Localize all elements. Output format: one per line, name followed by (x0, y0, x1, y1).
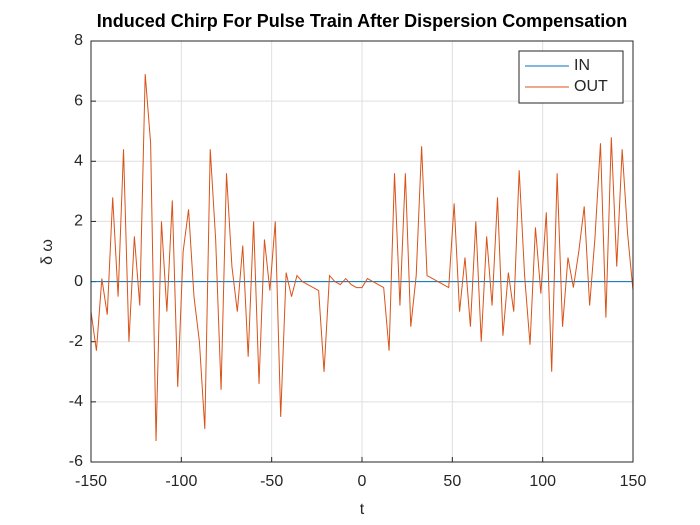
y-tick-label: 4 (74, 153, 83, 170)
legend-label: OUT (574, 78, 608, 95)
x-tick-label: 150 (620, 473, 647, 490)
y-tick-label: 0 (74, 273, 83, 290)
chart-title: Induced Chirp For Pulse Train After Disp… (97, 11, 627, 31)
series-line (90, 74, 634, 441)
x-axis-label: t (360, 501, 365, 518)
x-tick-label: -100 (165, 473, 197, 490)
x-tick-label: 0 (358, 473, 367, 490)
y-tick-label: -6 (69, 453, 83, 470)
x-tick-label: -150 (75, 473, 107, 490)
y-tick-label: 6 (74, 92, 83, 109)
y-axis-label: δ ω (39, 239, 56, 265)
y-tick-label: -2 (69, 333, 83, 350)
legend: IN OUT (518, 50, 624, 104)
y-tick-label: -4 (69, 393, 83, 410)
x-tick-label: 50 (443, 473, 461, 490)
x-tick-label: 100 (529, 473, 556, 490)
legend-box (518, 50, 624, 104)
x-tick-label: -50 (260, 473, 283, 490)
axes-box (90, 40, 634, 463)
y-tick-label: 2 (74, 213, 83, 230)
y-tick-label: 8 (74, 32, 83, 49)
legend-label: IN (574, 57, 590, 74)
